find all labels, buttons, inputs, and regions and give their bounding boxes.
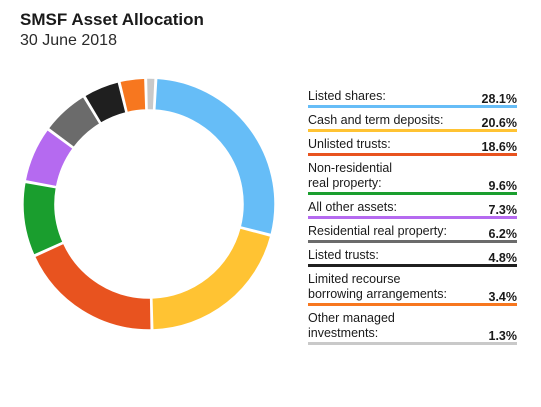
legend-color-bar bbox=[308, 192, 517, 195]
donut-slice bbox=[24, 128, 75, 188]
legend-label: Cash and term deposits: bbox=[308, 113, 444, 127]
donut-slice bbox=[145, 77, 156, 111]
legend-color-bar bbox=[308, 240, 517, 243]
legend-color-bar bbox=[308, 216, 517, 219]
legend-entry: Residential real property: 6.2% bbox=[308, 224, 517, 244]
chart-legend: Listed shares: 28.1% Cash and term deposit… bbox=[308, 89, 517, 350]
legend-entry: Limited recourse borrowing arrangements:… bbox=[308, 272, 517, 307]
legend-entry: Unlisted trusts: 18.6% bbox=[308, 137, 517, 157]
legend-label: Limited recourse borrowing arrangements: bbox=[308, 272, 447, 301]
donut-slice bbox=[33, 242, 152, 331]
legend-entry: All other assets: 7.3% bbox=[308, 200, 517, 220]
legend-color-bar bbox=[308, 264, 517, 267]
legend-color-bar bbox=[308, 105, 517, 108]
legend-label: Listed shares: bbox=[308, 89, 386, 103]
legend-value: 3.4% bbox=[488, 290, 518, 304]
legend-value: 9.6% bbox=[488, 179, 518, 193]
chart-title: SMSF Asset Allocation bbox=[20, 10, 204, 29]
legend-label: Other managed investments: bbox=[308, 311, 395, 340]
legend-entry: Listed trusts: 4.8% bbox=[308, 248, 517, 268]
legend-value: 1.3% bbox=[488, 329, 518, 343]
legend-label: All other assets: bbox=[308, 200, 397, 214]
legend-label: Listed trusts: bbox=[308, 248, 379, 262]
donut-slice bbox=[47, 95, 102, 149]
legend-entry: Non-residential real property: 9.6% bbox=[308, 161, 517, 196]
legend-value: 28.1% bbox=[481, 92, 517, 106]
donut-chart bbox=[22, 77, 276, 331]
donut-slice bbox=[22, 181, 65, 257]
legend-value: 20.6% bbox=[481, 116, 517, 130]
donut-slice bbox=[153, 77, 276, 236]
legend-label: Unlisted trusts: bbox=[308, 137, 391, 151]
legend-value: 4.8% bbox=[488, 251, 518, 265]
legend-color-bar bbox=[308, 153, 517, 156]
chart-subtitle: 30 June 2018 bbox=[20, 32, 117, 49]
donut-slice bbox=[118, 77, 147, 114]
legend-label: Non-residential real property: bbox=[308, 161, 393, 190]
legend-label: Residential real property: bbox=[308, 224, 447, 238]
legend-entry: Cash and term deposits: 20.6% bbox=[308, 113, 517, 133]
legend-color-bar bbox=[308, 303, 517, 306]
donut-slice bbox=[151, 227, 272, 331]
legend-entry: Other managed investments: 1.3% bbox=[308, 311, 517, 346]
legend-color-bar bbox=[308, 342, 517, 345]
legend-color-bar bbox=[308, 129, 517, 132]
donut-slice bbox=[83, 80, 127, 125]
legend-value: 6.2% bbox=[488, 227, 518, 241]
legend-value: 18.6% bbox=[481, 140, 517, 154]
legend-entry: Listed shares: 28.1% bbox=[308, 89, 517, 109]
legend-value: 7.3% bbox=[488, 203, 518, 217]
